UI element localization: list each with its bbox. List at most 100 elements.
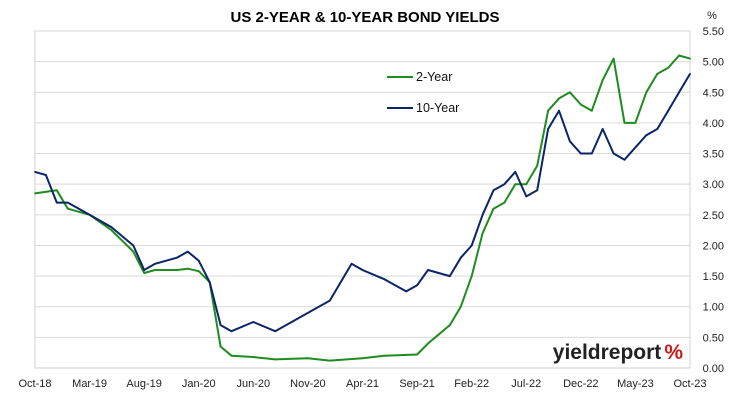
- data-point-2-year: [634, 122, 637, 124]
- brand-yield: yield: [553, 341, 601, 364]
- y-axis: 0.00 0.50 1.00 1.50 2.00 2.50 3.00 3.50 4.00 4.50…: [703, 26, 724, 375]
- brand-wordmark: yieldreport%: [553, 341, 684, 364]
- data-point-10-year: [569, 140, 571, 143]
- y-tick-label: 3.50: [703, 149, 724, 161]
- data-point-10-year: [88, 213, 91, 216]
- data-point-2-year: [492, 207, 495, 210]
- x-tick-label: Nov-20: [290, 378, 325, 390]
- data-point-2-year: [514, 183, 517, 186]
- data-point-10-year: [252, 321, 255, 323]
- data-point-2-year: [612, 57, 615, 60]
- y-tick-label: 4.00: [703, 118, 724, 130]
- series-10-year: [34, 73, 691, 333]
- data-point-2-year: [601, 79, 604, 81]
- data-point-10-year: [176, 256, 178, 259]
- data-point-10-year: [66, 201, 69, 204]
- data-point-10-year: [383, 278, 386, 281]
- data-point-10-year: [579, 152, 582, 155]
- data-point-10-year: [350, 262, 353, 265]
- data-point-10-year: [634, 146, 637, 149]
- data-point-2-year: [536, 164, 539, 167]
- data-point-2-year: [459, 305, 462, 308]
- data-point-2-year: [383, 354, 386, 357]
- data-point-2-year: [678, 54, 680, 57]
- data-point-10-year: [143, 269, 146, 271]
- data-point-10-year: [667, 109, 670, 112]
- data-point-10-year: [459, 256, 462, 259]
- y-axis-unit: %: [707, 10, 717, 22]
- data-point-10-year: [110, 226, 113, 229]
- data-point-10-year: [45, 174, 47, 176]
- y-tick-label: 4.50: [703, 87, 724, 99]
- data-point-10-year: [307, 312, 309, 314]
- data-point-2-year: [328, 359, 331, 362]
- y-tick-label: 0.50: [703, 332, 724, 344]
- legend-label-2-year: 2-Year: [416, 70, 452, 84]
- data-point-2-year: [197, 270, 200, 273]
- data-point-2-year: [186, 267, 189, 270]
- data-point-10-year: [34, 171, 36, 173]
- plot-area: [34, 30, 691, 369]
- data-point-2-year: [579, 103, 582, 106]
- grid: [35, 30, 690, 338]
- x-tick-label: Mar-19: [72, 378, 107, 390]
- data-point-10-year: [623, 158, 626, 161]
- data-point-10-year: [547, 128, 549, 130]
- data-point-10-year: [328, 299, 331, 302]
- y-tick-label: 1.50: [703, 271, 724, 283]
- data-point-2-year: [645, 91, 648, 94]
- x-tick-label: Jun-20: [237, 378, 271, 390]
- data-point-10-year: [645, 134, 648, 137]
- x-tick-label: Dec-22: [563, 378, 598, 390]
- data-point-10-year: [470, 244, 473, 247]
- y-tick-label: 5.00: [703, 57, 724, 69]
- data-point-2-year: [416, 353, 418, 356]
- x-tick-label: Oct-23: [673, 378, 706, 390]
- data-point-10-year: [416, 284, 418, 287]
- data-point-10-year: [689, 73, 691, 75]
- data-point-10-year: [536, 189, 539, 192]
- x-tick-label: Jan-20: [182, 378, 216, 390]
- x-tick-label: Apr-21: [346, 378, 379, 390]
- data-point-10-year: [427, 269, 429, 271]
- data-point-2-year: [569, 91, 571, 94]
- data-point-2-year: [34, 192, 36, 195]
- series-line-2-year: [34, 54, 691, 362]
- y-tick-label: 0.00: [703, 363, 724, 375]
- data-point-10-year: [186, 250, 189, 253]
- data-point-10-year: [361, 269, 364, 271]
- data-point-10-year: [154, 262, 157, 265]
- data-point-10-year: [558, 109, 560, 112]
- data-point-2-year: [143, 272, 146, 274]
- data-point-2-year: [656, 73, 659, 75]
- data-point-10-year: [219, 324, 222, 326]
- data-point-10-year: [656, 128, 659, 130]
- data-point-10-year: [612, 152, 615, 155]
- x-tick-label: Feb-22: [454, 378, 489, 390]
- data-point-10-year: [274, 330, 277, 333]
- data-point-2-year: [590, 109, 593, 112]
- y-tick-label: 2.00: [703, 240, 724, 252]
- data-point-10-year: [678, 91, 680, 94]
- data-point-2-year: [361, 357, 364, 360]
- data-point-2-year: [230, 354, 233, 357]
- data-point-2-year: [110, 229, 113, 232]
- data-point-10-year: [590, 152, 593, 155]
- data-point-10-year: [208, 281, 211, 284]
- data-point-2-year: [503, 201, 506, 204]
- data-point-10-year: [481, 213, 484, 216]
- data-point-2-year: [66, 207, 69, 210]
- data-point-10-year: [405, 290, 408, 293]
- x-tick-label: Jul-22: [511, 378, 541, 390]
- data-point-2-year: [558, 97, 560, 100]
- series-line-10-year: [34, 73, 691, 333]
- data-point-2-year: [547, 109, 549, 112]
- data-point-2-year: [623, 122, 626, 124]
- data-point-10-year: [55, 201, 58, 204]
- data-point-2-year: [55, 189, 58, 192]
- x-tick-label: Aug-19: [126, 378, 161, 390]
- data-point-2-year: [252, 356, 255, 358]
- brand-percent-icon: %: [664, 341, 683, 364]
